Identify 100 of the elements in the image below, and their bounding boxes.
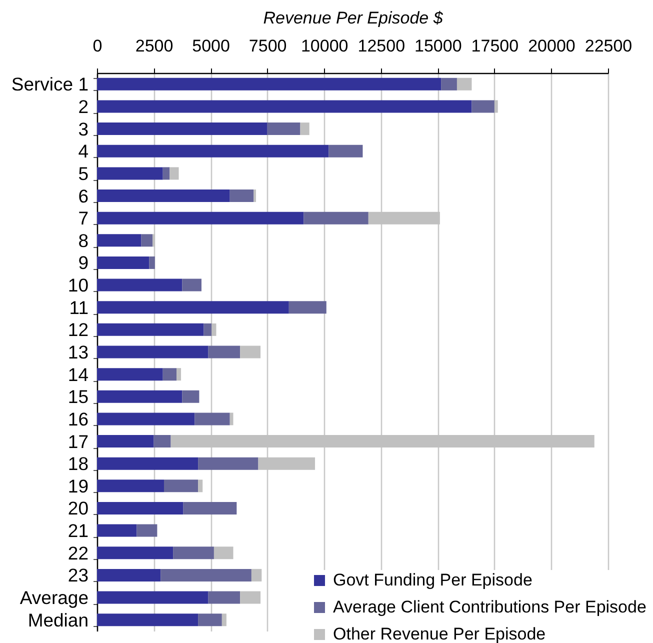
bar (97, 502, 184, 514)
y-tick-label: 3 (78, 118, 88, 140)
y-tick-label: Service 1 (11, 74, 88, 95)
y-tick-label: 13 (68, 342, 88, 362)
y-tick-label: 17 (68, 430, 88, 452)
bar (97, 144, 329, 158)
bar (97, 614, 198, 626)
bar (97, 368, 163, 381)
bar (154, 435, 171, 448)
bar (97, 323, 204, 336)
bar (288, 301, 326, 314)
y-tick-label: 2 (78, 96, 88, 117)
bar (198, 457, 258, 470)
bar (441, 78, 457, 90)
y-tick-label: 5 (78, 162, 88, 184)
bar (162, 167, 170, 180)
y-tick-label: 12 (68, 319, 88, 340)
y-tick-label: 9 (78, 252, 88, 274)
bar (97, 457, 198, 470)
bar (198, 614, 222, 626)
legend-label: Govt Funding Per Episode (333, 570, 532, 590)
y-tick-label: 10 (68, 274, 88, 296)
bar (173, 546, 214, 560)
bar (97, 212, 304, 224)
bar (149, 256, 155, 269)
bar (97, 546, 174, 560)
bar (251, 568, 262, 582)
y-tick-label: 19 (68, 475, 88, 496)
legend-label: Other Revenue Per Episode (333, 624, 546, 643)
bar (97, 78, 442, 90)
bar (97, 412, 195, 426)
y-tick-label: 11 (69, 296, 88, 318)
y-tick-label: Average (20, 587, 88, 608)
bar (97, 435, 154, 448)
y-tick-label: 16 (68, 408, 88, 430)
bar (97, 234, 142, 247)
y-tick-label: 14 (68, 364, 88, 385)
x-tick-label: 15000 (414, 36, 462, 56)
bar (194, 412, 230, 426)
bar (208, 591, 240, 604)
bar (97, 390, 182, 403)
bar (328, 144, 363, 158)
y-tick-label: 7 (78, 208, 88, 229)
bar (97, 301, 289, 314)
bar (208, 346, 240, 358)
bar (97, 568, 161, 582)
x-tick-label: 7500 (248, 36, 287, 56)
bar (97, 524, 137, 537)
bar (141, 234, 153, 247)
bar (97, 100, 472, 113)
x-tick-label: 0 (92, 36, 102, 56)
bar (97, 346, 208, 358)
bar (170, 167, 179, 180)
y-tick-label: 22 (68, 542, 88, 564)
bar (97, 591, 208, 604)
y-tick-label: Median (28, 609, 88, 630)
bar (300, 122, 310, 136)
x-axis-title: Revenue Per Episode $ (263, 8, 444, 28)
bar (97, 167, 163, 180)
bar (164, 480, 198, 492)
bar (182, 278, 202, 292)
bar (198, 480, 203, 492)
bar (97, 256, 150, 269)
bar (304, 212, 368, 224)
x-tick-label: 2500 (135, 36, 174, 56)
bar (160, 568, 252, 582)
bar (176, 368, 182, 381)
y-tick-label: 21 (68, 520, 88, 542)
y-tick-label: 6 (78, 185, 88, 206)
y-tick-label: 20 (68, 498, 88, 519)
bar (472, 100, 494, 113)
bar (97, 278, 182, 292)
bar (136, 524, 158, 537)
y-tick-label: 8 (78, 230, 88, 251)
x-tick-label: 17500 (471, 36, 519, 56)
bar (230, 190, 254, 202)
x-tick-label: 5000 (192, 36, 230, 56)
bar (267, 122, 300, 136)
bar (182, 390, 200, 403)
y-tick-label: 23 (68, 564, 88, 586)
bar (456, 78, 472, 90)
bar (97, 190, 230, 202)
bar (162, 368, 176, 381)
legend-label: Average Client Contributions Per Episode (333, 598, 646, 616)
bar (222, 614, 226, 626)
bar (97, 122, 268, 136)
y-tick-label: 18 (68, 453, 88, 474)
x-tick-label: 12500 (358, 36, 406, 56)
x-tick-label: 22500 (584, 36, 632, 56)
bar (240, 346, 261, 358)
bar (204, 323, 212, 336)
y-tick-label: 4 (78, 140, 88, 162)
bar (214, 546, 234, 560)
x-tick-label: 10000 (300, 36, 348, 56)
bar (230, 412, 234, 426)
bar (97, 480, 164, 492)
bar (240, 591, 261, 604)
y-tick-label: 15 (68, 386, 88, 408)
x-tick-label: 20000 (528, 36, 576, 56)
bar (183, 502, 237, 514)
